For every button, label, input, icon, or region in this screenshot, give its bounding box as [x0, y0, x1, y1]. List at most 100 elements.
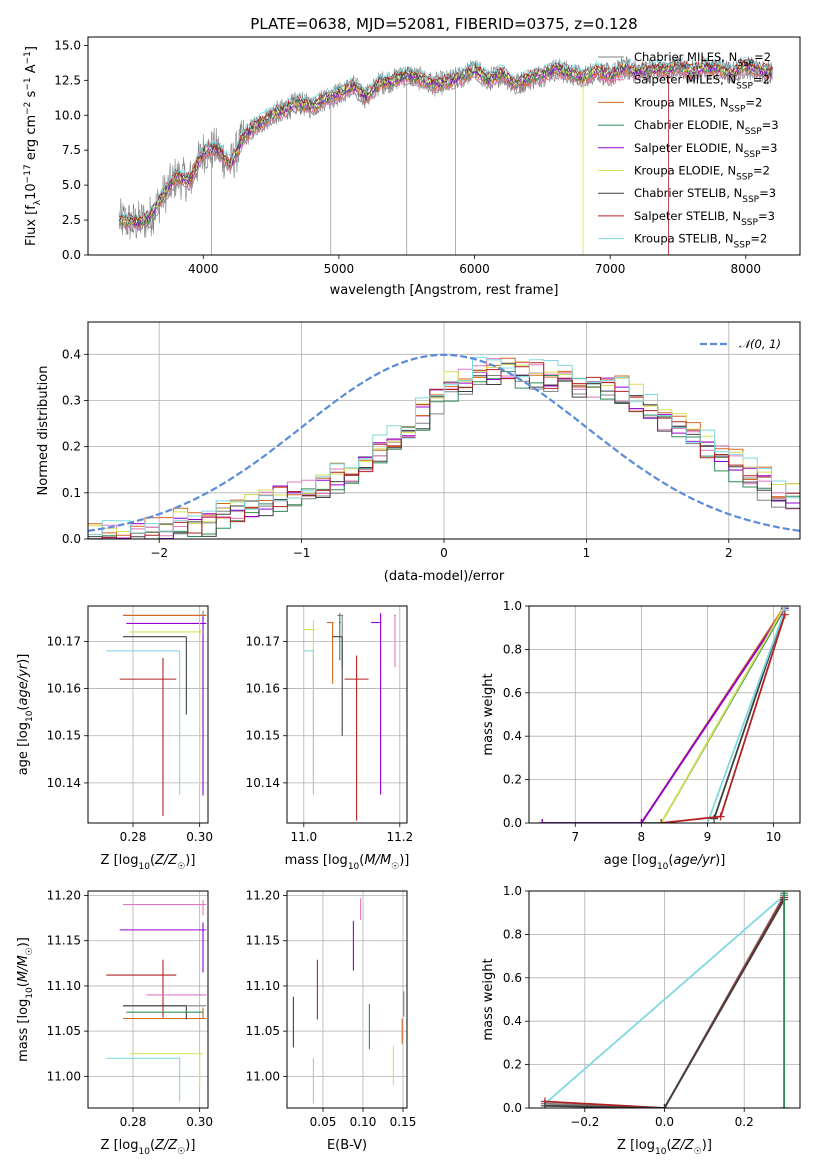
y-tick-label: 11.00 [47, 1069, 81, 1083]
x-tick-label: 1 [583, 546, 591, 560]
x-axis-label: wavelength [Angstrom, rest frame] [330, 283, 559, 298]
x-axis-label: E(B-V) [327, 1138, 367, 1153]
x-tick-label: 11.0 [290, 830, 317, 844]
plot-frame [87, 321, 801, 540]
y-tick-label: 2.5 [62, 213, 81, 227]
y-tick-label: 11.00 [246, 1069, 280, 1083]
y-tick-label: 11.05 [47, 1024, 81, 1038]
y-tick-label: 11.10 [47, 979, 81, 993]
mass-weight-line [542, 607, 786, 823]
legend-label: Salpeter MILES, NSSP=2 [634, 73, 770, 92]
age-vs-mass-panel: 11.0 11.2 10.14 10.15 10.16 10.17 mass [log10(… [246, 605, 413, 872]
legend-label: Kroupa MILES, NSSP=2 [634, 95, 762, 114]
plot-frame [528, 890, 801, 1109]
residuals-panel: −2 −1 0 1 2 0.0 0.1 0.2 0.3 0.4 (data-model)/error… [36, 321, 801, 584]
x-tick-label: 0.05 [310, 1115, 337, 1129]
y-axis-label: Flux [fλ10−17 erg cm−2 s−1 A−1] [23, 46, 43, 246]
mass-vs-ebv-panel: 0.05 0.10 0.15 11.00 11.05 11.10 11.15 11.20 E(B… [246, 889, 417, 1153]
x-tick-label: 0 [440, 546, 448, 560]
legend-label: 𝒩(0, 1) [739, 337, 781, 351]
y-tick-label: 11.15 [47, 934, 81, 948]
y-tick-label: 10.0 [54, 108, 81, 122]
y-tick-label: 1.0 [503, 884, 522, 898]
mass-vs-metallicity-panel: 0.28 0.30 11.00 11.05 11.10 11.15 11.20 Z [log1… [16, 889, 213, 1157]
y-tick-label: 11.15 [246, 934, 280, 948]
errorbar-plot-area [106, 610, 207, 816]
legend-label: Chabrier STELIB, NSSP=3 [634, 186, 776, 205]
plot-frame [528, 605, 801, 824]
y-tick-label: 0.6 [503, 686, 522, 700]
x-tick-label: 9 [704, 830, 712, 844]
y-tick-label: 0.2 [503, 1058, 522, 1072]
mass-weight-line [660, 606, 786, 823]
y-tick-label: 0.2 [503, 773, 522, 787]
x-tick-label: 0.2 [735, 1115, 754, 1129]
y-tick-label: 10.15 [246, 729, 280, 743]
y-tick-label: 11.10 [246, 979, 280, 993]
y-tick-label: 0.4 [62, 347, 81, 361]
y-tick-label: 11.20 [246, 889, 280, 903]
y-tick-label: 0.0 [503, 1101, 522, 1115]
x-tick-label: 2 [725, 546, 733, 560]
y-tick-label: 5.0 [62, 178, 81, 192]
x-tick-label: 7000 [595, 262, 626, 276]
x-tick-label: 8000 [730, 262, 761, 276]
mass-weight-line [706, 609, 786, 823]
mass-weight-line [544, 899, 785, 1108]
y-tick-label: 12.5 [54, 73, 81, 87]
x-tick-label: 7 [571, 830, 579, 844]
x-axis-label: age [log10(age/yr)] [604, 853, 726, 872]
x-tick-label: 0.28 [120, 1115, 147, 1129]
y-tick-label: 0.0 [503, 816, 522, 830]
x-tick-label: 0.30 [186, 1115, 213, 1129]
mass-weight-vs-age-panel: 7 8 9 10 0.0 0.2 0.4 0.6 0.8 1.0 age [log10(age/yr… [481, 599, 801, 872]
y-tick-label: 10.16 [47, 682, 81, 696]
plot-frame [87, 890, 209, 1109]
y-tick-label: 10.14 [246, 776, 280, 790]
y-tick-label: 0.6 [503, 971, 522, 985]
mass-weight-marker [716, 812, 725, 821]
mass-weight-marker [703, 819, 712, 823]
model-spectrum-line [118, 56, 773, 219]
x-tick-label: 11.2 [386, 830, 413, 844]
y-axis-label: age [log10(age/yr)] [16, 654, 35, 776]
spectrum-plot-area [118, 55, 774, 255]
mass-weight-marker [780, 891, 789, 898]
mass-weight-marker [538, 819, 547, 823]
legend-label: Salpeter ELODIE, NSSP=3 [634, 141, 777, 160]
mass-weight-marker [780, 610, 789, 619]
x-axis-label: (data-model)/error [384, 569, 505, 584]
plot-frame [286, 890, 408, 1109]
model-spectrum-line [119, 57, 773, 222]
mass-weight-marker [660, 1104, 669, 1108]
y-tick-label: 10.17 [47, 634, 81, 648]
y-tick-label: 0.1 [62, 486, 81, 500]
normal-distribution-curve [88, 353, 800, 532]
y-tick-label: 0.0 [62, 532, 81, 546]
histogram-step-line [88, 356, 800, 535]
x-tick-label: 8 [638, 830, 646, 844]
y-tick-label: 10.14 [47, 776, 81, 790]
x-tick-label: 5000 [324, 262, 355, 276]
x-tick-label: 4000 [188, 262, 219, 276]
age-vs-metallicity-panel: 0.28 0.30 10.14 10.15 10.16 10.17 Z [log10(Z/Z… [16, 605, 213, 872]
y-tick-label: 10.17 [246, 634, 280, 648]
y-tick-label: 0.2 [62, 440, 81, 454]
x-axis-label: Z [log10(Z/Z☉)] [101, 1138, 196, 1157]
y-tick-label: 10.15 [47, 729, 81, 743]
y-tick-label: 0.4 [503, 1014, 522, 1028]
y-tick-label: 0.3 [62, 393, 81, 407]
y-tick-label: 0.8 [503, 642, 522, 656]
y-tick-label: 1.0 [503, 599, 522, 613]
x-axis-label: mass [log10(M/M☉)] [285, 853, 410, 872]
histogram-step-line [88, 363, 800, 539]
x-tick-label: −0.2 [570, 1115, 599, 1129]
y-axis-label: mass weight [481, 673, 496, 755]
mass-weight-line [544, 894, 785, 1105]
y-tick-label: 0.4 [503, 729, 522, 743]
errorbar-plot-area [292, 898, 405, 1104]
x-axis-label: Z [log10(Z/Z☉)] [617, 1138, 712, 1157]
x-tick-label: −1 [293, 546, 311, 560]
figure-title: PLATE=0638, MJD=52081, FIBERID=0375, z=0… [250, 15, 637, 33]
x-axis-label: Z [log10(Z/Z☉)] [101, 853, 196, 872]
